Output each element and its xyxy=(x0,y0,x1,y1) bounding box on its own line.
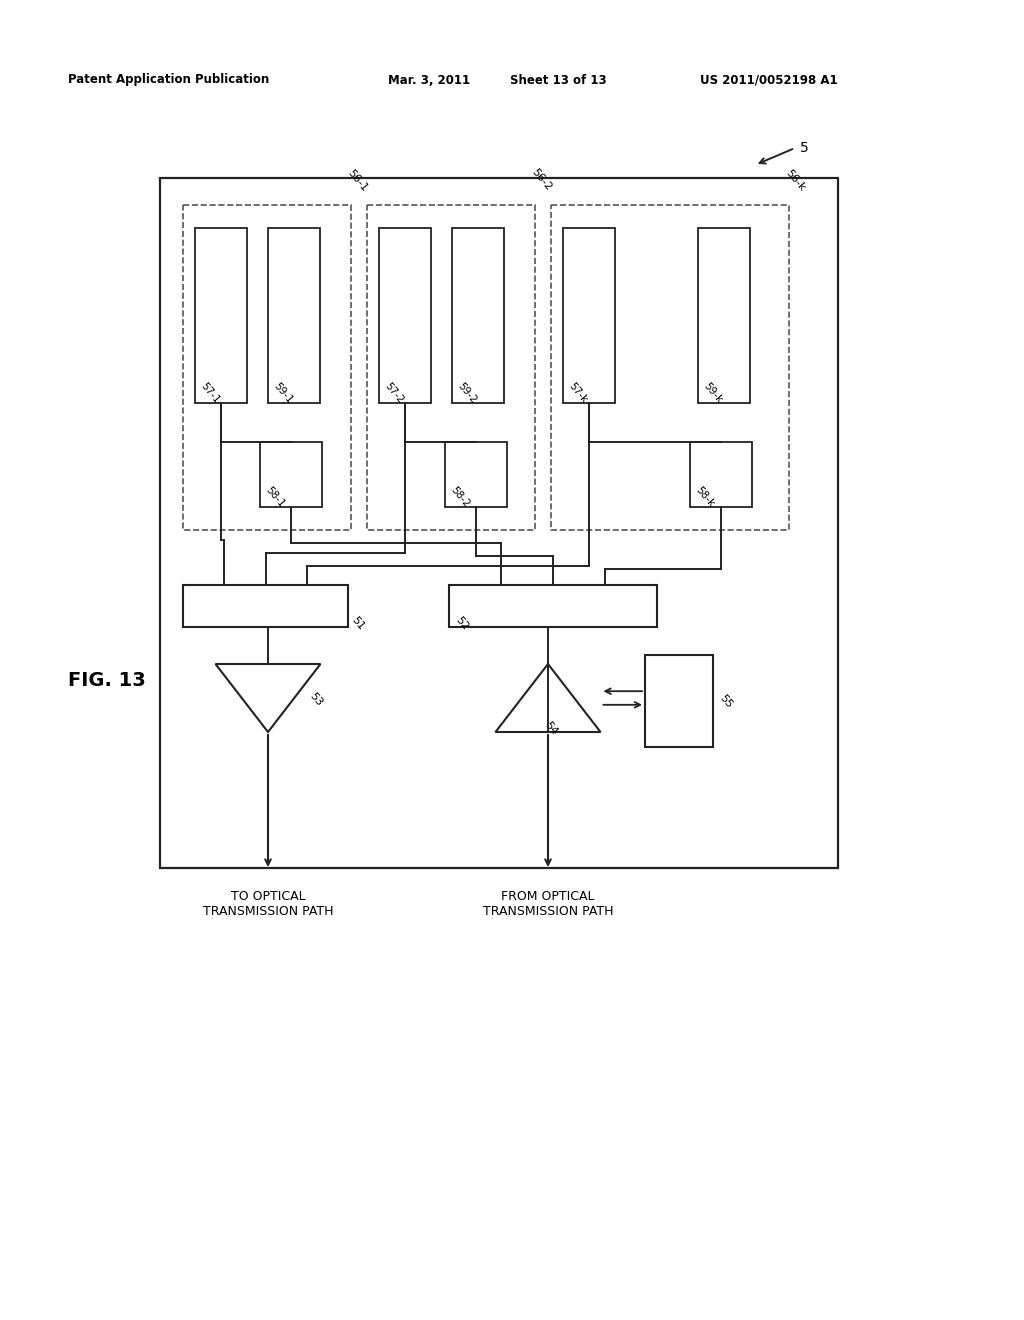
Bar xyxy=(379,228,431,403)
Text: 57-2: 57-2 xyxy=(383,380,406,405)
Bar xyxy=(183,585,348,627)
Text: 57-1: 57-1 xyxy=(199,380,222,405)
Text: 59-2: 59-2 xyxy=(456,380,479,405)
Bar xyxy=(367,205,535,531)
Text: 58-1: 58-1 xyxy=(264,484,287,510)
Bar xyxy=(563,228,615,403)
Text: 58-k: 58-k xyxy=(694,484,717,510)
Bar xyxy=(268,228,319,403)
Text: 56-2: 56-2 xyxy=(530,168,554,193)
Text: 5: 5 xyxy=(800,141,809,154)
Text: 56-k: 56-k xyxy=(784,168,807,193)
Bar xyxy=(195,228,247,403)
Text: 52: 52 xyxy=(454,615,471,632)
Bar xyxy=(160,178,838,869)
Text: Sheet 13 of 13: Sheet 13 of 13 xyxy=(510,74,606,87)
Text: FROM OPTICAL
TRANSMISSION PATH: FROM OPTICAL TRANSMISSION PATH xyxy=(482,890,613,917)
Text: TO OPTICAL
TRANSMISSION PATH: TO OPTICAL TRANSMISSION PATH xyxy=(203,890,333,917)
Text: Patent Application Publication: Patent Application Publication xyxy=(68,74,269,87)
Bar xyxy=(645,655,713,747)
Text: 53: 53 xyxy=(308,692,325,709)
Text: 55: 55 xyxy=(718,693,734,710)
Text: 58-2: 58-2 xyxy=(449,484,472,510)
Bar xyxy=(690,442,752,507)
Bar xyxy=(698,228,750,403)
Bar xyxy=(445,442,507,507)
Bar xyxy=(449,585,657,627)
Bar xyxy=(551,205,790,531)
Bar xyxy=(452,228,504,403)
Text: 54: 54 xyxy=(543,719,559,737)
Text: 57-k: 57-k xyxy=(567,381,590,405)
Text: FIG. 13: FIG. 13 xyxy=(68,671,145,689)
Text: 59-k: 59-k xyxy=(702,381,725,405)
Text: US 2011/0052198 A1: US 2011/0052198 A1 xyxy=(700,74,838,87)
Text: 51: 51 xyxy=(350,615,367,632)
Bar xyxy=(260,442,322,507)
Bar xyxy=(183,205,351,531)
Text: 59-1: 59-1 xyxy=(272,380,295,405)
Text: Mar. 3, 2011: Mar. 3, 2011 xyxy=(388,74,470,87)
Text: 56-1: 56-1 xyxy=(346,168,370,193)
